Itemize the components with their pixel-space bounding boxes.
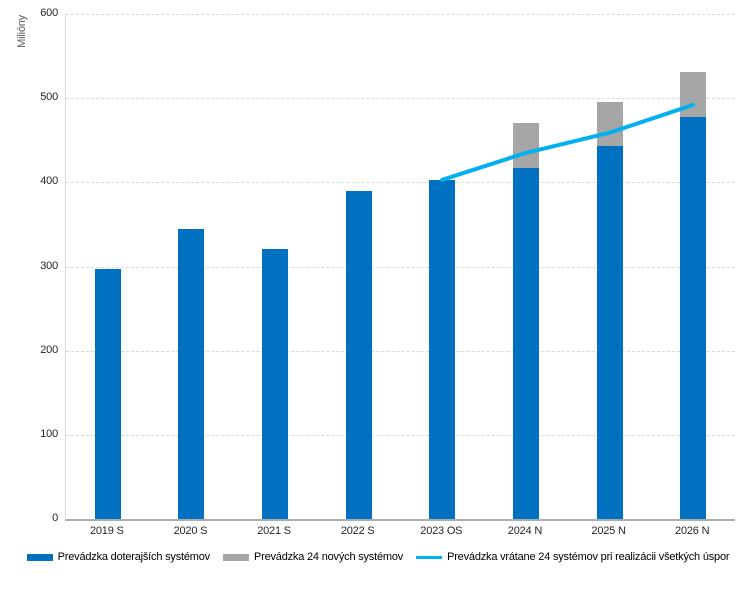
bar-prevádzka-2025-N xyxy=(596,146,623,519)
bar-prevádzka-2022-S xyxy=(345,190,372,519)
legend-label: Prevádzka doterajších systémov xyxy=(57,551,211,563)
legend-item: Prevádzka vrátane 24 systémov pri realiz… xyxy=(416,551,730,563)
legend: Prevádzka doterajších systémov Prevádzka … xyxy=(0,551,756,563)
y-tick-label: 400 xyxy=(40,175,58,188)
y-tick-label: 0 xyxy=(52,512,58,524)
legend-swatch-icon xyxy=(222,553,249,561)
legend-label: Prevádzka vrátane 24 systémov pri realiz… xyxy=(447,551,730,563)
bar-prevádzka-2019-S xyxy=(94,269,121,519)
savings-line xyxy=(440,102,696,182)
y-tick-label: 100 xyxy=(40,427,58,440)
y-tick-label: 300 xyxy=(40,259,58,272)
x-tick-label-2021-S: 2021 S xyxy=(257,525,291,537)
gridline xyxy=(66,434,735,436)
bar-prevádzka-2020-S xyxy=(178,229,205,519)
x-tick-label-2026-N: 2026 N xyxy=(675,525,710,537)
x-tick-label-2024-N: 2024 N xyxy=(507,525,543,537)
x-tick-label-2025-N: 2025 N xyxy=(591,525,626,537)
x-tick-label-2023-OS: 2023 OS xyxy=(420,525,463,537)
y-tick-label: 600 xyxy=(40,7,58,19)
x-tick-label-2022-S: 2022 S xyxy=(340,525,375,537)
line-series-layer xyxy=(440,102,696,182)
gridline xyxy=(66,266,735,268)
gridline xyxy=(66,350,735,352)
legend-item: Prevádzka 24 nových systémov xyxy=(222,551,404,563)
bar-segment-new-systems-2025-N xyxy=(596,102,623,147)
bar-prevádzka-2026-N xyxy=(680,116,707,519)
legend-item: Prevádzka doterajších systémov xyxy=(26,551,211,563)
plot-area xyxy=(65,14,735,521)
y-tick-label: 500 xyxy=(40,91,58,104)
bar-prevádzka-2021-S xyxy=(262,248,289,519)
bar-prevádzka-2023-OS xyxy=(429,179,456,519)
y-tick-label: 200 xyxy=(40,343,58,356)
legend-line-marker-icon xyxy=(416,555,443,559)
x-tick-label-2020-S: 2020 S xyxy=(173,525,208,537)
bar-segment-new-systems-2024-N xyxy=(512,122,539,168)
gridline xyxy=(66,14,735,15)
bar-prevádzka-2024-N xyxy=(512,168,539,519)
legend-swatch-icon xyxy=(26,553,53,561)
legend-label: Prevádzka 24 nových systémov xyxy=(253,551,404,563)
gridline xyxy=(66,98,735,100)
gridline xyxy=(66,182,735,184)
x-tick-label-2019-S: 2019 S xyxy=(89,525,124,537)
